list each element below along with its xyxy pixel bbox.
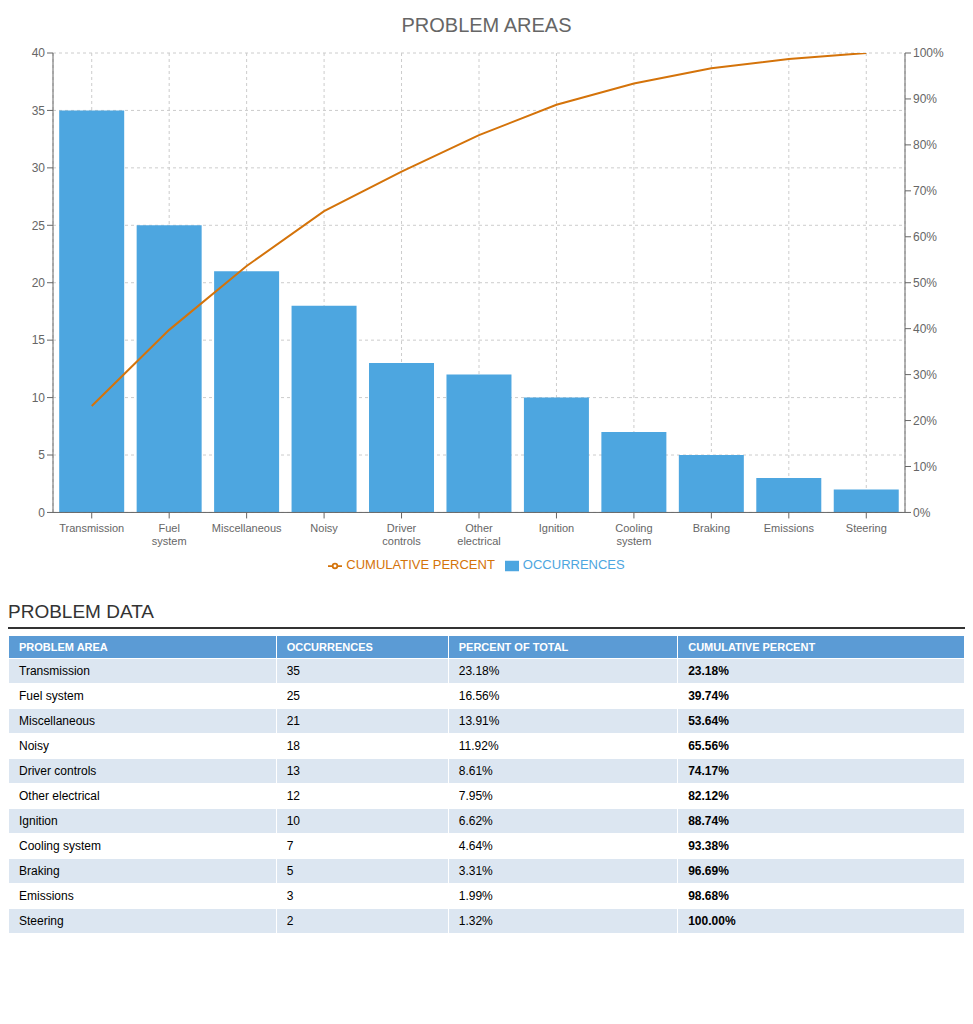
html-text:53.64%: 53.64% bbox=[688, 714, 729, 728]
svg-text:35: 35 bbox=[32, 104, 46, 118]
html-text:21: 21 bbox=[286, 714, 300, 728]
html-text:Miscellaneous: Miscellaneous bbox=[19, 714, 95, 728]
html-text:Steering: Steering bbox=[19, 914, 64, 928]
html-text:Ignition: Ignition bbox=[19, 814, 58, 828]
html-text:Braking: Braking bbox=[19, 864, 60, 878]
html-text:5: 5 bbox=[286, 864, 294, 878]
svg-text:70%: 70% bbox=[913, 184, 937, 198]
html-text:CUMULATIVE PERCENT: CUMULATIVE PERCENT bbox=[346, 557, 495, 573]
html-text:39.74%: 39.74% bbox=[688, 689, 729, 703]
html-text:Cooling system: Cooling system bbox=[19, 839, 101, 853]
svg-text:Coolingsystem: Coolingsystem bbox=[615, 522, 652, 547]
html-text:96.69%: 96.69% bbox=[688, 864, 729, 878]
html-text:74.17%: 74.17% bbox=[688, 764, 729, 778]
html-text:12: 12 bbox=[286, 789, 300, 803]
svg-text:60%: 60% bbox=[913, 230, 937, 244]
html-text:Transmission: Transmission bbox=[19, 664, 90, 678]
svg-text:0: 0 bbox=[38, 506, 45, 520]
html-text:1.32%: 1.32% bbox=[458, 914, 493, 928]
html-text:88.74%: 88.74% bbox=[688, 814, 729, 828]
html-text:Other electrical: Other electrical bbox=[19, 789, 100, 803]
html-text:13.91%: 13.91% bbox=[458, 714, 500, 728]
svg-text:15: 15 bbox=[32, 333, 46, 347]
html-text:OCCURRENCES: OCCURRENCES bbox=[522, 557, 625, 573]
html-text:35: 35 bbox=[286, 664, 300, 678]
html-text:Noisy: Noisy bbox=[19, 739, 49, 753]
html-text:82.12%: 82.12% bbox=[688, 789, 729, 803]
html-text:13: 13 bbox=[286, 764, 300, 778]
svg-text:Otherelectrical: Otherelectrical bbox=[457, 522, 500, 547]
html-text:25: 25 bbox=[286, 689, 300, 703]
html-text:98.68%: 98.68% bbox=[688, 889, 729, 903]
html-text:PERCENT OF TOTAL: PERCENT OF TOTAL bbox=[458, 641, 569, 653]
html-text:PROBLEM DATA: PROBLEM DATA bbox=[8, 601, 154, 622]
html-text:18: 18 bbox=[286, 739, 300, 753]
html-text:OCCURRENCES: OCCURRENCES bbox=[286, 641, 373, 653]
html-text:23.18%: 23.18% bbox=[458, 664, 500, 678]
html-text:1.99%: 1.99% bbox=[458, 889, 493, 903]
svg-text:Steering: Steering bbox=[846, 522, 887, 534]
svg-text:Transmission: Transmission bbox=[59, 522, 124, 534]
html-text:CUMULATIVE PERCENT: CUMULATIVE PERCENT bbox=[688, 641, 816, 653]
svg-text:Fuelsystem: Fuelsystem bbox=[152, 522, 187, 547]
svg-text:Miscellaneous: Miscellaneous bbox=[212, 522, 282, 534]
svg-text:30%: 30% bbox=[913, 368, 937, 382]
html-text:PROBLEM AREAS: PROBLEM AREAS bbox=[401, 14, 572, 36]
html-text:7: 7 bbox=[286, 839, 294, 853]
svg-text:5: 5 bbox=[38, 448, 45, 462]
html-text:100.00%: 100.00% bbox=[688, 914, 736, 928]
html-text:Emissions: Emissions bbox=[19, 889, 74, 903]
svg-text:40%: 40% bbox=[913, 322, 937, 336]
html-text:11.92%: 11.92% bbox=[458, 739, 499, 753]
svg-text:10%: 10% bbox=[913, 460, 937, 474]
html-text:3: 3 bbox=[286, 889, 294, 903]
svg-text:10: 10 bbox=[32, 391, 46, 405]
svg-text:20%: 20% bbox=[913, 414, 937, 428]
svg-text:Emissions: Emissions bbox=[764, 522, 815, 534]
html-text:Driver controls: Driver controls bbox=[19, 764, 97, 778]
html-text:23.18%: 23.18% bbox=[688, 664, 729, 678]
svg-text:Noisy: Noisy bbox=[310, 522, 338, 534]
svg-text:80%: 80% bbox=[913, 138, 937, 152]
html-text:65.56%: 65.56% bbox=[688, 739, 729, 753]
svg-text:Braking: Braking bbox=[693, 522, 730, 534]
svg-text:40: 40 bbox=[32, 46, 46, 60]
html-text:2: 2 bbox=[286, 914, 294, 928]
svg-text:50%: 50% bbox=[913, 276, 937, 290]
html-text:6.62%: 6.62% bbox=[458, 814, 493, 828]
html-text:Fuel system: Fuel system bbox=[19, 689, 84, 703]
svg-text:Ignition: Ignition bbox=[539, 522, 574, 534]
svg-text:30: 30 bbox=[32, 161, 46, 175]
html-text:16.56%: 16.56% bbox=[458, 689, 500, 703]
html-text:7.95%: 7.95% bbox=[458, 789, 493, 803]
svg-text:100%: 100% bbox=[913, 46, 944, 60]
svg-text:90%: 90% bbox=[913, 92, 937, 106]
html-text:3.31%: 3.31% bbox=[458, 864, 493, 878]
html-text:4.64%: 4.64% bbox=[458, 839, 493, 853]
svg-text:20: 20 bbox=[32, 276, 46, 290]
html-text:PROBLEM AREA: PROBLEM AREA bbox=[19, 641, 108, 653]
svg-text:Drivercontrols: Drivercontrols bbox=[382, 522, 421, 547]
html-text:10: 10 bbox=[286, 814, 300, 828]
html-text:8.61%: 8.61% bbox=[458, 764, 493, 778]
svg-text:0%: 0% bbox=[913, 506, 931, 520]
html-text:93.38%: 93.38% bbox=[688, 839, 729, 853]
svg-text:25: 25 bbox=[32, 219, 46, 233]
